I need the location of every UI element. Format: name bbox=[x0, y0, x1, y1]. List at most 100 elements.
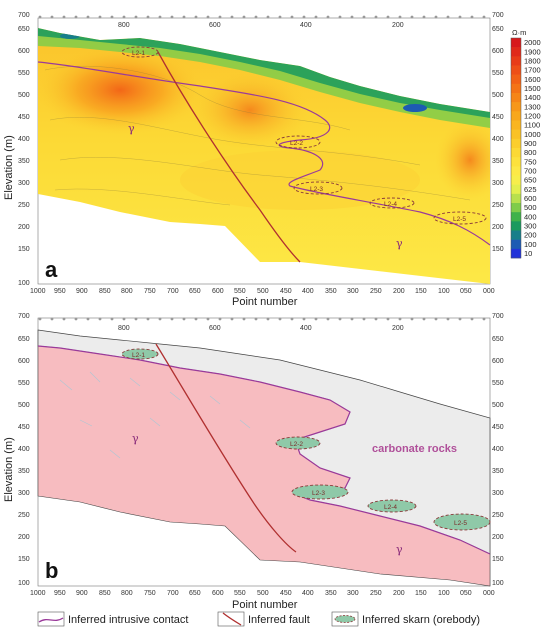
orebody-icon bbox=[334, 615, 356, 623]
svg-text:300: 300 bbox=[347, 590, 359, 597]
svg-text:800: 800 bbox=[118, 325, 130, 332]
svg-text:400: 400 bbox=[492, 446, 504, 453]
svg-text:600: 600 bbox=[492, 358, 504, 365]
colorbar-tick-label: 1100 bbox=[524, 121, 540, 130]
top-ticks-a: 800 600 400 200 bbox=[118, 22, 404, 29]
colorbar-swatch bbox=[511, 56, 521, 66]
colorbar-swatch bbox=[511, 138, 521, 149]
svg-text:300: 300 bbox=[347, 288, 359, 295]
y-ticks-a-left: 650 600 550 500 450 400 350 300 250 200 … bbox=[18, 12, 30, 287]
colorbar-swatch bbox=[511, 47, 521, 57]
svg-text:700: 700 bbox=[492, 12, 504, 19]
ore-label-b-5: L2-5 bbox=[454, 520, 467, 527]
svg-text:650: 650 bbox=[189, 590, 201, 597]
gamma-label-a-2: γ bbox=[396, 237, 403, 250]
svg-text:250: 250 bbox=[18, 202, 30, 209]
svg-text:000: 000 bbox=[483, 288, 495, 295]
svg-text:350: 350 bbox=[492, 158, 504, 165]
colorbar-swatch bbox=[511, 120, 521, 130]
intrusive-contact-a bbox=[37, 61, 491, 246]
colorbar-ticks: 2000190018001700160015001400130012001100… bbox=[524, 38, 541, 258]
colorbar-tick-label: 500 bbox=[524, 203, 537, 212]
y-ticks-b-right: 700 650 600 550 500 450 400 350 300 250 … bbox=[492, 313, 504, 587]
panel-a-letter: a bbox=[45, 257, 58, 282]
svg-text:600: 600 bbox=[209, 22, 221, 29]
svg-text:1000: 1000 bbox=[30, 590, 46, 597]
svg-text:700: 700 bbox=[167, 590, 179, 597]
svg-text:200: 200 bbox=[392, 22, 404, 29]
svg-text:600: 600 bbox=[18, 358, 30, 365]
svg-text:350: 350 bbox=[492, 468, 504, 475]
colorbar-tick-label: 700 bbox=[524, 166, 537, 175]
colorbar-tick-label: 10 bbox=[524, 249, 532, 258]
svg-text:300: 300 bbox=[18, 490, 30, 497]
svg-text:800: 800 bbox=[121, 590, 133, 597]
svg-text:550: 550 bbox=[492, 70, 504, 77]
colorbar-tick-label: 1500 bbox=[524, 84, 541, 93]
legend-skarn-label: Inferred skarn (orebody) bbox=[362, 614, 480, 626]
svg-text:550: 550 bbox=[234, 288, 246, 295]
fault-b bbox=[155, 343, 297, 553]
svg-text:650: 650 bbox=[492, 26, 504, 33]
svg-text:500: 500 bbox=[18, 402, 30, 409]
svg-text:600: 600 bbox=[492, 48, 504, 55]
svg-text:650: 650 bbox=[18, 26, 30, 33]
colorbar-tick-label: 2000 bbox=[524, 38, 541, 47]
svg-text:400: 400 bbox=[18, 446, 30, 453]
colorbar-swatch bbox=[511, 111, 521, 121]
svg-text:850: 850 bbox=[99, 288, 111, 295]
ore-label-a-2: L2-2 bbox=[290, 140, 303, 147]
svg-text:100: 100 bbox=[18, 580, 30, 587]
svg-text:450: 450 bbox=[280, 590, 292, 597]
gamma-label-b-2: γ bbox=[396, 543, 403, 556]
colorbar-swatch bbox=[511, 230, 521, 240]
ore-label-a-3: L2-3 bbox=[310, 186, 323, 193]
svg-text:550: 550 bbox=[492, 380, 504, 387]
svg-text:500: 500 bbox=[18, 92, 30, 99]
legend-contact-label: Inferred intrusive contact bbox=[68, 614, 188, 626]
svg-text:550: 550 bbox=[234, 590, 246, 597]
svg-text:200: 200 bbox=[393, 288, 405, 295]
svg-text:900: 900 bbox=[76, 288, 88, 295]
colorbar-swatches bbox=[510, 37, 522, 259]
svg-text:950: 950 bbox=[54, 288, 66, 295]
svg-text:550: 550 bbox=[18, 70, 30, 77]
ore-label-a-1: L2-1 bbox=[132, 50, 145, 57]
colorbar-tick-label: 1400 bbox=[524, 93, 541, 102]
survey-points-a bbox=[38, 15, 486, 19]
svg-text:500: 500 bbox=[257, 590, 269, 597]
svg-text:750: 750 bbox=[144, 288, 156, 295]
x-ticks-b: 1000 950 900 850 800 750 700 650 600 550… bbox=[30, 590, 495, 597]
colorbar-swatch bbox=[511, 74, 521, 85]
colorbar-tick-label: 900 bbox=[524, 139, 537, 148]
svg-text:1000: 1000 bbox=[30, 288, 46, 295]
svg-text:350: 350 bbox=[18, 468, 30, 475]
svg-text:500: 500 bbox=[257, 288, 269, 295]
svg-text:200: 200 bbox=[492, 534, 504, 541]
svg-text:500: 500 bbox=[492, 402, 504, 409]
panel-b-letter-box bbox=[40, 556, 66, 584]
svg-text:250: 250 bbox=[492, 512, 504, 519]
svg-text:350: 350 bbox=[325, 288, 337, 295]
svg-text:700: 700 bbox=[492, 313, 504, 320]
colorbar-tick-label: 625 bbox=[524, 185, 537, 194]
svg-text:150: 150 bbox=[492, 246, 504, 253]
colorbar-tick-label: 650 bbox=[524, 176, 537, 185]
svg-text:700: 700 bbox=[18, 313, 30, 320]
orebodies-a: L2-1 L2-2 L2-3 L2-4 L2-5 bbox=[121, 46, 487, 225]
colorbar-tick-label: 1200 bbox=[524, 111, 541, 120]
colorbar-tick-label: 1900 bbox=[524, 47, 541, 56]
colorbar-tick-label: 100 bbox=[524, 240, 537, 249]
svg-text:200: 200 bbox=[392, 325, 404, 332]
svg-text:350: 350 bbox=[18, 158, 30, 165]
colorbar-units: Ω·m bbox=[512, 28, 526, 37]
svg-text:300: 300 bbox=[492, 180, 504, 187]
colorbar-swatch bbox=[511, 203, 521, 213]
x-axis-label-b: Point number bbox=[232, 599, 298, 611]
svg-text:100: 100 bbox=[492, 580, 504, 587]
colorbar-swatch bbox=[511, 157, 521, 167]
svg-text:700: 700 bbox=[167, 288, 179, 295]
svg-text:600: 600 bbox=[212, 288, 224, 295]
svg-text:100: 100 bbox=[438, 288, 450, 295]
y-ticks-b-left: 700 650 600 550 500 450 400 350 300 250 … bbox=[18, 313, 30, 587]
